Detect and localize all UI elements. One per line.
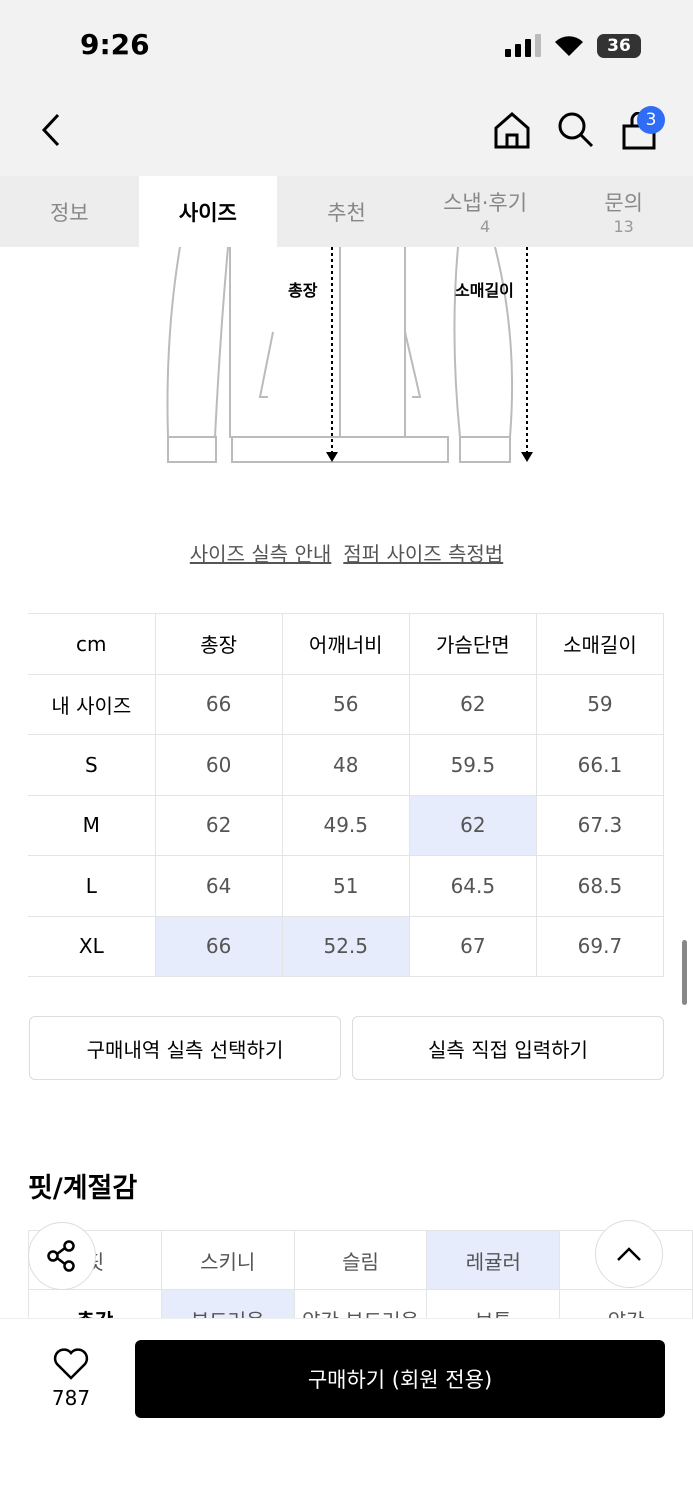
cell: 66.1 <box>535 734 665 796</box>
cell-highlighted: 레귤러 <box>426 1230 561 1290</box>
header-cell: 소매길이 <box>535 613 665 675</box>
cell-highlighted: 62 <box>408 794 537 856</box>
cell: 69.7 <box>535 915 665 977</box>
buy-button[interactable]: 구매하기 (회원 전용) <box>135 1340 665 1418</box>
top-nav: 3 <box>0 90 693 176</box>
scroll-top-button[interactable] <box>595 1220 663 1288</box>
cell: 68.5 <box>535 855 665 917</box>
share-icon <box>47 1240 75 1272</box>
status-bar: 9:26 36 <box>0 0 693 90</box>
tab-snap-review[interactable]: 스냅·후기 4 <box>416 176 555 247</box>
cell: 64.5 <box>408 855 537 917</box>
tab-label: 스냅·후기 <box>443 191 528 215</box>
tab-bar: 정보 사이즈 추천 스냅·후기 4 문의 13 <box>0 176 693 247</box>
tab-count: 4 <box>479 217 491 236</box>
cell: 51 <box>281 855 410 917</box>
cell: 62 <box>408 673 537 735</box>
tab-label: 정보 <box>49 200 89 225</box>
manual-input-button[interactable]: 실측 직접 입력하기 <box>352 1016 664 1080</box>
back-icon[interactable] <box>38 112 62 148</box>
cart-badge: 3 <box>637 106 665 134</box>
diagram-sleeve-label: 소매길이 <box>455 281 514 300</box>
cell: 59 <box>535 673 665 735</box>
tab-info[interactable]: 정보 <box>0 176 139 247</box>
status-time: 9:26 <box>80 28 150 61</box>
share-button[interactable] <box>28 1222 96 1290</box>
header-cell: 총장 <box>154 613 283 675</box>
wifi-icon <box>555 36 583 56</box>
header-cell: 어깨너비 <box>281 613 410 675</box>
search-icon[interactable] <box>556 110 596 150</box>
cell: 60 <box>154 734 283 796</box>
table-header-row: cm 총장 어깨너비 가슴단면 소매길이 <box>28 613 665 675</box>
cell: L <box>28 855 156 917</box>
header-cell: cm <box>28 613 156 675</box>
tab-count: 13 <box>613 217 634 236</box>
scrollbar[interactable] <box>682 940 687 1005</box>
tab-size[interactable]: 사이즈 <box>138 176 278 247</box>
cell: 59.5 <box>408 734 537 796</box>
cell: 48 <box>281 734 410 796</box>
header-cell: 가슴단면 <box>408 613 537 675</box>
cell-highlighted: 66 <box>154 915 283 977</box>
tab-qna[interactable]: 문의 13 <box>554 176 693 247</box>
chevron-up-icon <box>617 1247 641 1261</box>
table-row: XL 66 52.5 67 69.7 <box>28 915 665 977</box>
cell: S <box>28 734 156 796</box>
cell: 내 사이즈 <box>28 673 156 735</box>
table-row: 내 사이즈 66 56 62 59 <box>28 673 665 735</box>
size-guide-link[interactable]: 사이즈 실측 안내 <box>189 542 332 566</box>
table-row: S 60 48 59.5 66.1 <box>28 734 665 796</box>
purchase-history-button[interactable]: 구매내역 실측 선택하기 <box>29 1016 341 1080</box>
size-table: cm 총장 어깨너비 가슴단면 소매길이 내 사이즈 66 56 62 59 S 60 48 59.5… <box>28 613 665 977</box>
heart-icon[interactable] <box>52 1347 90 1381</box>
tab-label: 추천 <box>327 200 366 225</box>
size-links: 사이즈 실측 안내 점퍼 사이즈 측정법 <box>0 538 693 567</box>
tab-label: 문의 <box>604 191 643 215</box>
table-row: 핏스키니슬림레귤러루즈 <box>28 1230 693 1290</box>
cell: 67.3 <box>535 794 665 856</box>
cell: 스키니 <box>160 1230 295 1290</box>
like-count: 787 <box>51 1386 91 1410</box>
measure-method-link[interactable]: 점퍼 사이즈 측정법 <box>343 542 504 566</box>
diagram-length-label: 총장 <box>288 281 318 300</box>
table-row: L 64 51 64.5 68.5 <box>28 855 665 917</box>
cell: 슬림 <box>293 1230 428 1290</box>
cell: M <box>28 794 156 856</box>
tab-label: 사이즈 <box>178 200 237 225</box>
battery-icon: 36 <box>597 34 641 58</box>
size-diagram <box>166 247 533 463</box>
home-icon[interactable] <box>492 110 532 150</box>
cell: 67 <box>408 915 537 977</box>
cell: 62 <box>154 794 283 856</box>
cell: 66 <box>154 673 283 735</box>
cell: 64 <box>154 855 283 917</box>
cell: 49.5 <box>281 794 410 856</box>
signal-icon <box>505 34 541 57</box>
cell: 56 <box>281 673 410 735</box>
cell: XL <box>28 915 156 977</box>
tab-recommend[interactable]: 추천 <box>277 176 416 247</box>
fit-section-title: 핏/계절감 <box>28 1173 138 1204</box>
table-row: M 62 49.5 62 67.3 <box>28 794 665 856</box>
cell-highlighted: 52.5 <box>281 915 410 977</box>
